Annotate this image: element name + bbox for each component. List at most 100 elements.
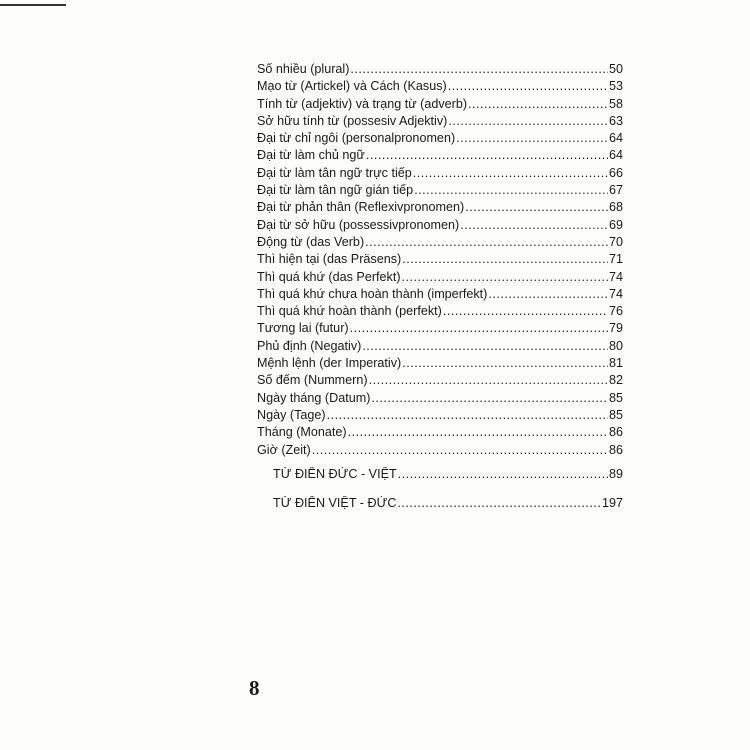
leader-dots (402, 356, 608, 370)
leader-dots (312, 443, 608, 457)
leader-dots (468, 97, 608, 111)
entry-page: 53 (608, 79, 623, 94)
leader-dots (369, 373, 608, 387)
entry-title: Đại từ làm chủ ngữ (257, 148, 365, 163)
entry-title: Động từ (das Verb) (257, 234, 365, 249)
entry-page: 68 (608, 200, 623, 215)
leader-dots (413, 166, 608, 180)
entry-page: 63 (608, 113, 623, 128)
entry-title: TỪ ĐIỂN ĐỨC - VIỆT (273, 466, 397, 481)
toc-entry: Đại từ sở hữu (possessivpronomen) 69 (257, 218, 623, 235)
entry-title: Thì quá khứ (das Perfekt) (257, 269, 401, 284)
toc-entry: Thì quá khứ hoàn thành (perfekt) 76 (257, 304, 623, 321)
toc-entry: Động từ (das Verb) 70 (257, 235, 623, 252)
entry-page: 71 (608, 252, 623, 267)
leader-dots (402, 252, 608, 266)
entry-page: 64 (608, 131, 623, 146)
toc-entry: Phủ định (Negativ) 80 (257, 339, 623, 356)
entry-title: Sở hữu tính từ (possesiv Adjektiv) (257, 113, 448, 128)
entry-page: 67 (608, 183, 623, 198)
entry-page: 64 (608, 148, 623, 163)
entry-page: 70 (608, 234, 623, 249)
leader-dots (327, 408, 608, 422)
toc-entry: Đại từ chỉ ngôi (personalpronomen) 64 (257, 131, 623, 148)
entry-title: Mạo từ (Artickel) và Cách (Kasus) (257, 79, 447, 94)
entry-page: 66 (608, 165, 623, 180)
toc-entry: Thì quá khứ chưa hoàn thành (imperfekt) 7… (257, 287, 623, 304)
toc-entry: Tháng (Monate) 86 (257, 425, 623, 442)
toc-entry: Tương lai (futur) 79 (257, 321, 623, 338)
entry-page: 81 (608, 356, 623, 371)
leader-dots (448, 79, 608, 93)
toc-entry: Số nhiều (plural) 50 (257, 62, 623, 79)
toc-entry: Đại từ phản thân (Reflexivpronomen) 68 (257, 200, 623, 217)
toc-entry: Thì hiện tại (das Präsens) 71 (257, 252, 623, 269)
leader-dots (443, 304, 608, 318)
leader-dots (397, 496, 601, 510)
entry-page: 69 (608, 217, 623, 232)
entry-page: 89 (608, 466, 623, 481)
toc-entry: Đại từ làm tân ngữ trực tiếp 66 (257, 166, 623, 183)
leader-dots (398, 467, 608, 481)
leader-dots (456, 131, 608, 145)
leader-dots (371, 391, 608, 405)
entry-title: TỪ ĐIỂN VIỆT - ĐỨC (273, 495, 397, 510)
leader-dots (402, 270, 608, 284)
toc-entry: Mạo từ (Artickel) và Cách (Kasus) 53 (257, 79, 623, 96)
page-number: 8 (249, 676, 260, 700)
entry-page: 85 (608, 407, 623, 422)
leader-dots (348, 425, 608, 439)
entry-page: 80 (608, 338, 623, 353)
entry-title: Tháng (Monate) (257, 425, 347, 440)
toc-entry: Đại từ làm tân ngữ gián tiếp 67 (257, 183, 623, 200)
entry-title: Thì quá khứ hoàn thành (perfekt) (257, 304, 442, 319)
entry-title: Số đếm (Nummern) (257, 373, 368, 388)
leader-dots (414, 183, 608, 197)
entry-title: Ngày (Tage) (257, 407, 326, 422)
entry-title: Tính từ (adjektiv) và trạng từ (adverb) (257, 96, 468, 111)
entry-page: 85 (608, 390, 623, 405)
toc-entry: Ngày (Tage) 85 (257, 408, 623, 425)
entry-title: Ngày tháng (Datum) (257, 390, 371, 405)
leader-dots (362, 339, 608, 353)
entry-page: 79 (608, 321, 623, 336)
entry-title: Số nhiều (plural) (257, 62, 350, 76)
entry-title: Đại từ làm tân ngữ gián tiếp (257, 183, 414, 198)
entry-title: Thì quá khứ chưa hoàn thành (imperfekt) (257, 286, 488, 301)
entry-page: 50 (608, 62, 623, 76)
entry-page: 86 (608, 425, 623, 440)
toc-major-entry: TỪ ĐIỂN ĐỨC - VIỆT 89 (257, 467, 623, 489)
entry-title: Đại từ sở hữu (possessivpronomen) (257, 217, 460, 232)
entry-page: 86 (608, 442, 623, 457)
toc-entry: Giờ (Zeit) 86 (257, 443, 623, 460)
entry-title: Giờ (Zeit) (257, 442, 311, 457)
leader-dots (366, 148, 608, 162)
leader-dots (465, 200, 608, 214)
toc-entry: Đại từ làm chủ ngữ 64 (257, 148, 623, 165)
leader-dots (365, 235, 608, 249)
entry-title: Đại từ làm tân ngữ trực tiếp (257, 165, 412, 180)
entry-title: Thì hiện tại (das Präsens) (257, 252, 402, 267)
entry-page: 58 (608, 96, 623, 111)
leader-dots (460, 218, 608, 232)
entry-title: Phủ định (Negativ) (257, 338, 362, 353)
entry-title: Mệnh lệnh (der Imperativ) (257, 356, 402, 371)
toc-entry: Thì quá khứ (das Perfekt) 74 (257, 270, 623, 287)
toc-entry: Mệnh lệnh (der Imperativ) 81 (257, 356, 623, 373)
toc-major-entry: TỪ ĐIỂN VIỆT - ĐỨC 197 (257, 496, 623, 518)
entry-page: 74 (608, 269, 623, 284)
entry-page: 74 (608, 286, 623, 301)
toc-entry: Tính từ (adjektiv) và trạng từ (adverb) 5… (257, 97, 623, 114)
toc-entry: Số đếm (Nummern) 82 (257, 373, 623, 390)
leader-dots (350, 321, 608, 335)
leader-dots (350, 62, 608, 76)
table-of-contents: Số nhiều (plural) 50 Mạo từ (Artickel) và … (257, 62, 623, 518)
entry-page: 76 (608, 304, 623, 319)
entry-title: Đại từ chỉ ngôi (personalpronomen) (257, 131, 456, 146)
entry-page: 197 (601, 495, 623, 510)
toc-entry: Sở hữu tính từ (possesiv Adjektiv) 63 (257, 114, 623, 131)
leader-dots (448, 114, 608, 128)
leader-dots (488, 287, 608, 301)
entry-page: 82 (608, 373, 623, 388)
entry-title: Tương lai (futur) (257, 321, 349, 336)
